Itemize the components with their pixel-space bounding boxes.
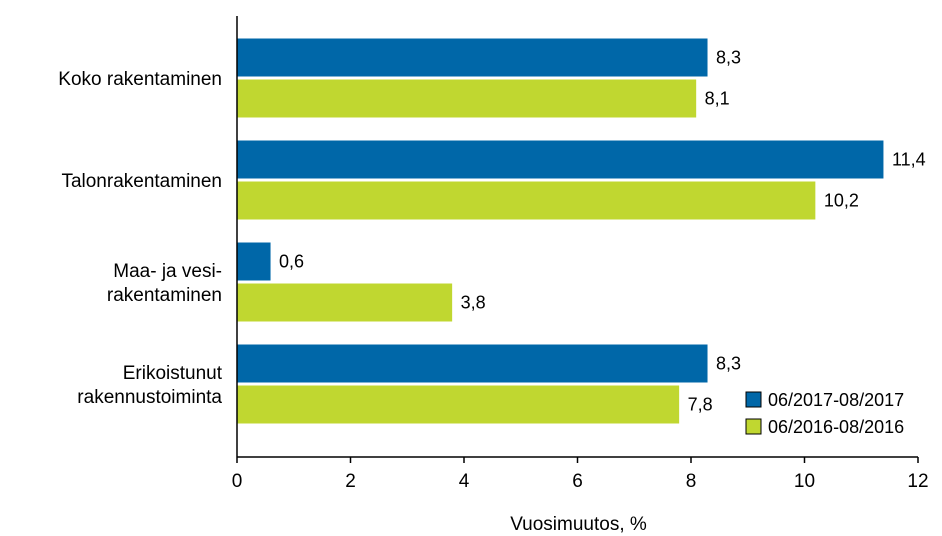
category-label-4-line-1: Erikoistunut: [123, 363, 223, 384]
value-label-2-4: 7,8: [688, 395, 713, 415]
bar-2-1: [236, 78, 698, 119]
x-tick-label-12: 12: [907, 471, 928, 492]
bar-1-1: [236, 37, 709, 78]
legend-label-1: 06/2017-08/2017: [768, 390, 904, 410]
bars-group: [236, 37, 885, 425]
bar-1-3: [236, 241, 272, 282]
x-tick-label-0: 0: [232, 471, 243, 492]
legend-swatch-1: [745, 391, 762, 408]
value-label-1-3: 0,6: [279, 252, 304, 272]
bar-1-4: [236, 343, 709, 384]
x-tick-label-10: 10: [794, 471, 815, 492]
bar-2-4: [236, 384, 681, 425]
x-tick-label-8: 8: [686, 471, 697, 492]
bar-1-2: [236, 139, 885, 180]
x-axis-title: Vuosimuutos, %: [510, 514, 647, 535]
x-tick-label-6: 6: [572, 471, 583, 492]
legend-swatch-2: [745, 418, 762, 435]
value-label-2-1: 8,1: [705, 89, 730, 109]
value-label-1-2: 11,4: [892, 150, 926, 170]
legend: 06/2017-08/2017 06/2016-08/2016: [745, 390, 904, 437]
value-labels-group: 8,3 8,1 11,4 10,2 0,6 3,8 8,3 7,8: [279, 48, 926, 415]
x-tick-label-4: 4: [459, 471, 470, 492]
bar-2-3: [236, 282, 454, 323]
x-tick-label-2: 2: [345, 471, 356, 492]
category-labels-group: Koko rakentaminen Talonrakentaminen Maa- j…: [58, 69, 222, 408]
category-label-1: Koko rakentaminen: [58, 69, 222, 90]
value-label-1-1: 8,3: [716, 48, 741, 68]
category-label-4-line-2: rakennustoiminta: [77, 387, 222, 408]
category-label-3-line-1: Maa- ja vesi-: [113, 261, 222, 282]
category-label-3-line-2: rakentaminen: [107, 285, 222, 306]
category-label-2: Talonrakentaminen: [61, 171, 222, 192]
x-ticks-group: 0 2 4 6 8 10 12: [232, 457, 929, 492]
legend-label-2: 06/2016-08/2016: [768, 417, 904, 437]
value-label-2-3: 3,8: [461, 293, 486, 313]
value-label-1-4: 8,3: [716, 354, 741, 374]
value-label-2-2: 10,2: [824, 191, 859, 211]
bar-2-2: [236, 180, 817, 221]
